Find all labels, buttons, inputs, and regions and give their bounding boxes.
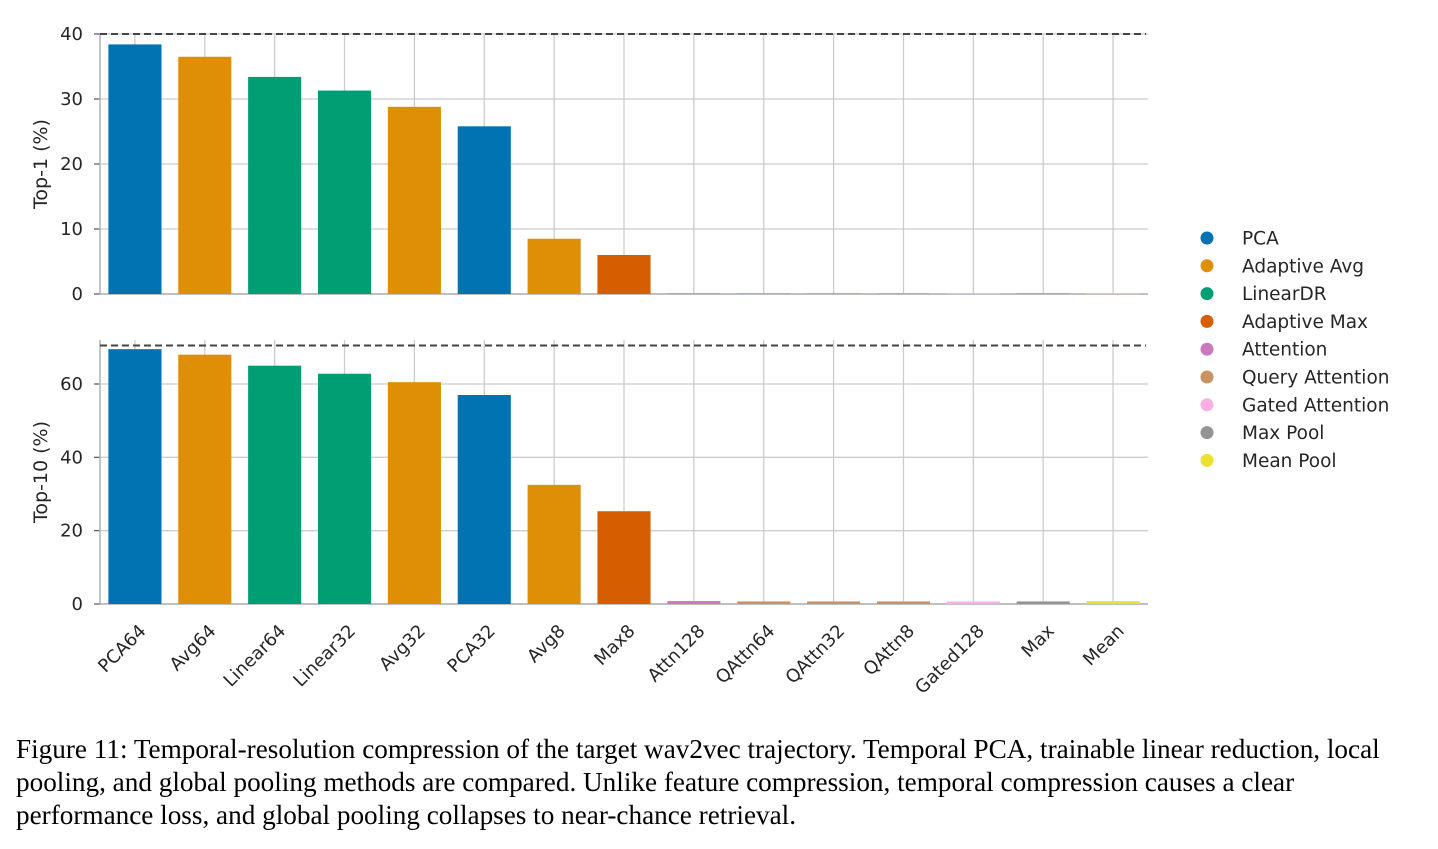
legend-label: Mean Pool [1242,451,1337,472]
bar-QAttn64 [737,293,791,294]
bar-Max8 [597,255,651,294]
legend: PCA Adaptive Avg LinearDR Adaptive Max Atten… [1200,229,1390,472]
bar-Avg32 [387,382,441,604]
x-tick-label: Linear32 [289,621,360,692]
legend-marker [1200,342,1214,356]
bar-Avg64 [178,354,232,604]
legend-label: Gated Attention [1242,395,1389,416]
x-tick-label: Avg8 [523,621,570,668]
x-tick-label: Max8 [590,621,639,670]
legend-marker [1200,287,1214,301]
bar-QAttn32 [807,293,861,294]
y-axis-label: Top-10 (%) [30,421,52,524]
y-tick-label: 20 [60,521,83,542]
bar-QAttn32 [807,601,861,604]
y-tick-label: 0 [72,284,83,305]
y-tick-label: 20 [60,154,83,175]
bar-Attn128 [667,293,721,294]
bar-Linear64 [248,76,302,295]
bar-Avg64 [178,56,232,294]
x-tick-label: Avg32 [375,621,430,676]
bar-Max [1016,293,1070,294]
bar-Linear64 [248,365,302,604]
legend-label: PCA [1242,229,1279,250]
y-tick-label: 0 [72,594,83,615]
y-tick-label: 30 [60,89,83,110]
top1-panel: 0 10 20 30 40 Top-1 (%) [30,24,1148,305]
bar-PCA32 [457,395,511,604]
legend-label: Adaptive Max [1242,312,1368,333]
legend-marker [1200,231,1214,245]
legend-marker [1200,398,1214,412]
x-tick-label: Linear64 [220,621,291,692]
legend-label: Max Pool [1242,423,1324,444]
top10-panel: 0 20 40 60 Top-10 (%) [30,340,1148,615]
bar-Gated128 [946,293,1000,294]
bar-Max8 [597,511,651,604]
y-tick-label: 40 [60,24,83,45]
bar-Attn128 [667,601,721,604]
legend-marker [1200,453,1214,467]
legend-label: Query Attention [1242,368,1390,389]
x-tick-label: Max [1018,620,1059,661]
bar-Avg32 [387,106,441,294]
y-tick-label: 10 [60,219,83,240]
legend-marker [1200,314,1214,328]
legend-label: Attention [1242,340,1327,361]
figure-chart: 0 10 20 30 40 Top-1 (%) 0 20 40 60 Top-10 (%) PCA… [30,24,1390,698]
x-tick-label: Avg64 [166,621,221,676]
legend-marker [1200,370,1214,384]
x-tick-label: QAttn32 [782,621,850,689]
x-tick-labels: PCA64 Avg64 Linear64 Linear32 Avg32 PCA32 Avg8… [94,620,1128,698]
legend-marker [1200,426,1214,440]
x-tick-label: Mean [1079,621,1129,671]
x-tick-label: PCA64 [94,621,150,677]
x-tick-label: Attn128 [644,621,710,687]
x-tick-label: Gated128 [911,621,989,699]
bar-Avg8 [527,238,581,294]
figure-caption: Figure 11: Temporal-resolution compressi… [16,734,1380,830]
bar-Avg8 [527,484,581,604]
bar-PCA64 [108,44,162,295]
bar-QAttn64 [737,601,791,604]
y-tick-label: 40 [60,447,83,468]
bar-PCA32 [457,126,511,294]
bar-Mean [1086,601,1140,604]
bar-Max [1016,601,1070,604]
legend-label: Adaptive Avg [1242,256,1364,277]
y-tick-label: 60 [60,374,83,395]
bar-QAttn8 [876,293,931,294]
x-tick-label: QAttn64 [712,621,780,689]
bar-Gated128 [946,601,1000,604]
legend-label: LinearDR [1242,284,1327,305]
bar-Linear32 [317,90,372,294]
bar-QAttn8 [876,601,931,604]
x-tick-label: PCA32 [443,621,499,677]
y-axis-label: Top-1 (%) [30,119,52,210]
legend-marker [1200,259,1214,273]
x-tick-label: QAttn8 [860,621,919,680]
bar-Linear32 [317,373,372,604]
bar-PCA64 [108,349,162,604]
bar-Mean [1086,293,1140,294]
